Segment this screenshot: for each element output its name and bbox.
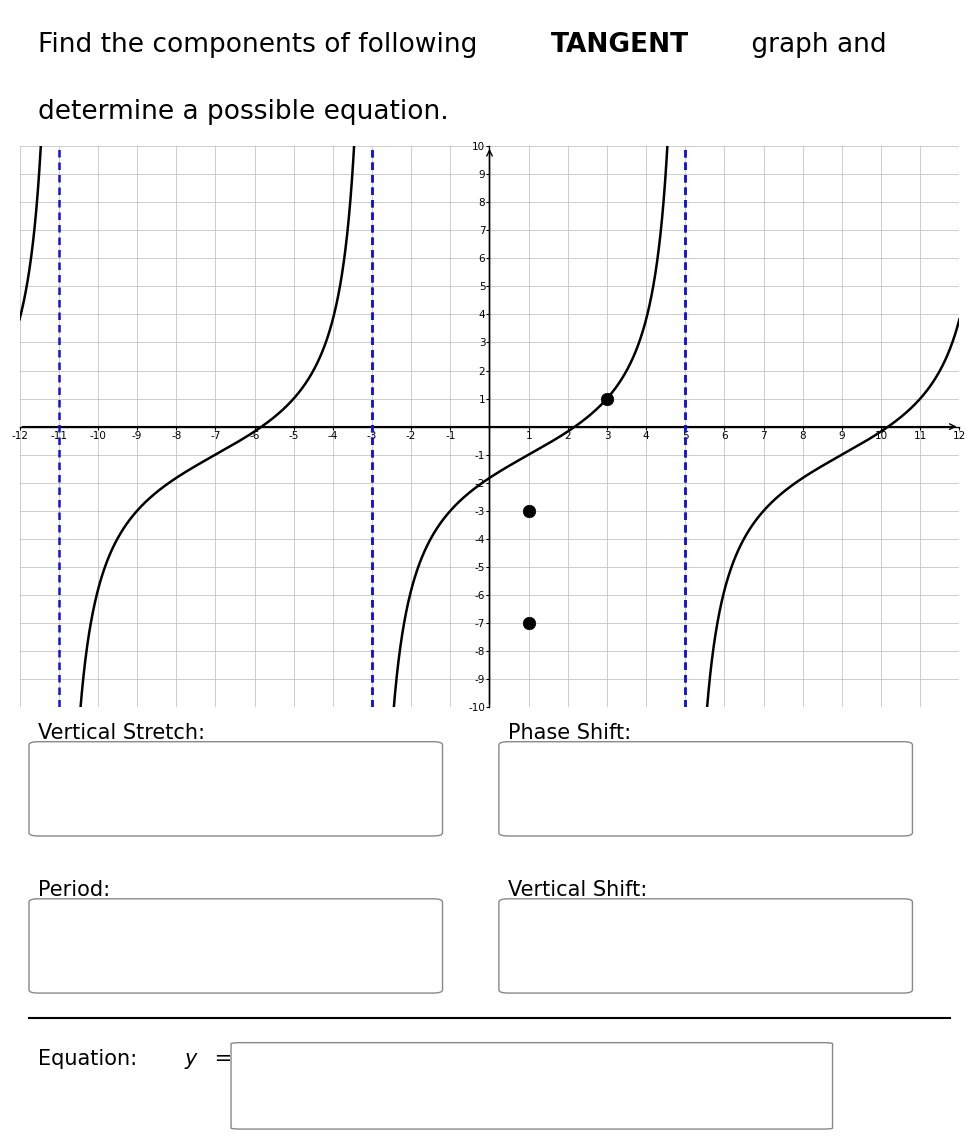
FancyBboxPatch shape <box>29 742 442 836</box>
Text: Vertical Shift:: Vertical Shift: <box>508 881 646 900</box>
Text: determine a possible equation.: determine a possible equation. <box>38 98 449 125</box>
FancyBboxPatch shape <box>231 1043 831 1129</box>
Text: graph and: graph and <box>742 32 886 57</box>
Text: Period:: Period: <box>38 881 111 900</box>
Text: Phase Shift:: Phase Shift: <box>508 722 631 743</box>
FancyBboxPatch shape <box>499 899 911 993</box>
Text: Vertical Stretch:: Vertical Stretch: <box>38 722 205 743</box>
Text: Find the components of following: Find the components of following <box>38 32 486 57</box>
Text: Equation:: Equation: <box>38 1050 144 1069</box>
Text: y: y <box>184 1050 197 1069</box>
FancyBboxPatch shape <box>499 742 911 836</box>
FancyBboxPatch shape <box>29 899 442 993</box>
Text: TANGENT: TANGENT <box>550 32 688 57</box>
Text: =: = <box>207 1050 232 1069</box>
